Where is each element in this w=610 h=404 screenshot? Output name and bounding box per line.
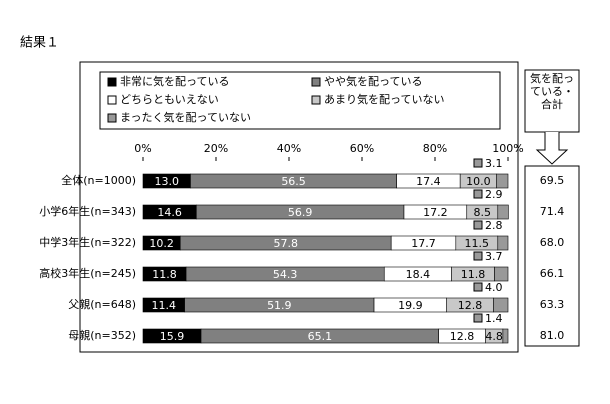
value-label: 56.5 <box>281 175 306 188</box>
bar-segment <box>497 235 509 251</box>
legend-swatch <box>107 113 117 123</box>
bar-segment <box>497 204 509 220</box>
value-label: 3.7 <box>485 250 503 263</box>
y-tick-label: 母親(n=352) <box>68 329 136 342</box>
y-tick-label: 全体(n=1000) <box>61 173 136 187</box>
value-label: 2.9 <box>485 188 503 201</box>
bar-segment <box>496 173 509 189</box>
value-label: 4.8 <box>485 330 503 343</box>
legend-swatch <box>311 95 321 105</box>
x-tick-label: 0% <box>134 142 151 155</box>
value-label: 11.8 <box>461 268 486 281</box>
legend-label: どちらともいえない <box>120 93 219 106</box>
value-label: 65.1 <box>308 330 333 343</box>
legend-swatch <box>107 77 117 87</box>
legend-label: やや気を配っている <box>324 74 422 88</box>
legend-frame <box>99 71 501 130</box>
total-label: 71.4 <box>540 205 565 218</box>
legend-label: 非常に気を配っている <box>120 74 229 88</box>
arrow <box>535 132 569 165</box>
x-tick-label: 60% <box>350 142 374 155</box>
value-label: 14.6 <box>157 206 182 219</box>
x-tick-label: 80% <box>423 142 447 155</box>
value-label: 8.5 <box>474 206 492 219</box>
legend-swatch <box>107 95 117 105</box>
value-label: 2.8 <box>485 219 503 232</box>
legend-label: あまり気を配っていない <box>324 92 444 106</box>
chart-title: 結果１ <box>20 36 59 51</box>
label-swatch <box>473 251 483 261</box>
legend-label: まったく気を配っていない <box>120 110 251 124</box>
y-tick-label: 高校3年生(n=245) <box>39 266 136 280</box>
value-label: 18.4 <box>406 268 431 281</box>
value-label: 1.4 <box>485 312 503 325</box>
total-label: 63.3 <box>540 298 565 311</box>
total-label: 68.0 <box>540 236 565 249</box>
label-swatch <box>473 313 483 323</box>
y-tick-label: 小学6年生(n=343) <box>39 204 136 218</box>
value-label: 19.9 <box>398 299 423 312</box>
total-label: 66.1 <box>540 267 565 280</box>
value-label: 10.0 <box>466 175 491 188</box>
value-label: 10.2 <box>149 237 174 250</box>
total-label: 69.5 <box>540 174 565 187</box>
legend-swatch <box>311 77 321 87</box>
bar-segment <box>493 297 509 313</box>
totals-header: 気を配っている・合計 <box>530 72 574 111</box>
x-tick-label: 20% <box>204 142 228 155</box>
value-label: 17.4 <box>416 175 441 188</box>
total-label: 81.0 <box>540 329 565 342</box>
totals-title: 気を配っている・合計 <box>530 72 574 111</box>
value-label: 3.1 <box>485 157 503 170</box>
value-label: 13.0 <box>154 175 179 188</box>
value-label: 54.3 <box>273 268 298 281</box>
value-label: 12.8 <box>450 330 475 343</box>
value-label: 11.8 <box>152 268 177 281</box>
x-tick-label: 40% <box>277 142 301 155</box>
bar-segment <box>502 328 509 344</box>
label-swatch <box>473 282 483 292</box>
label-swatch <box>473 158 483 168</box>
totals-header-frame <box>524 69 580 133</box>
value-label: 15.9 <box>160 330 185 343</box>
value-label: 12.8 <box>458 299 483 312</box>
label-swatch <box>473 189 483 199</box>
label-swatch <box>473 220 483 230</box>
value-label: 17.2 <box>423 206 448 219</box>
value-label: 17.7 <box>411 237 436 250</box>
x-tick-label: 100% <box>492 142 523 155</box>
value-label: 51.9 <box>267 299 292 312</box>
bar-segment <box>494 266 509 282</box>
y-tick-label: 中学3年生(n=322) <box>39 235 136 249</box>
value-label: 11.4 <box>152 299 177 312</box>
y-tick-label: 父親(n=648) <box>68 298 136 311</box>
plot-frame <box>79 61 519 353</box>
value-label: 57.8 <box>273 237 298 250</box>
totals-frame <box>524 165 580 347</box>
value-label: 56.9 <box>288 206 313 219</box>
value-label: 11.5 <box>465 237 490 250</box>
value-label: 4.0 <box>485 281 503 294</box>
